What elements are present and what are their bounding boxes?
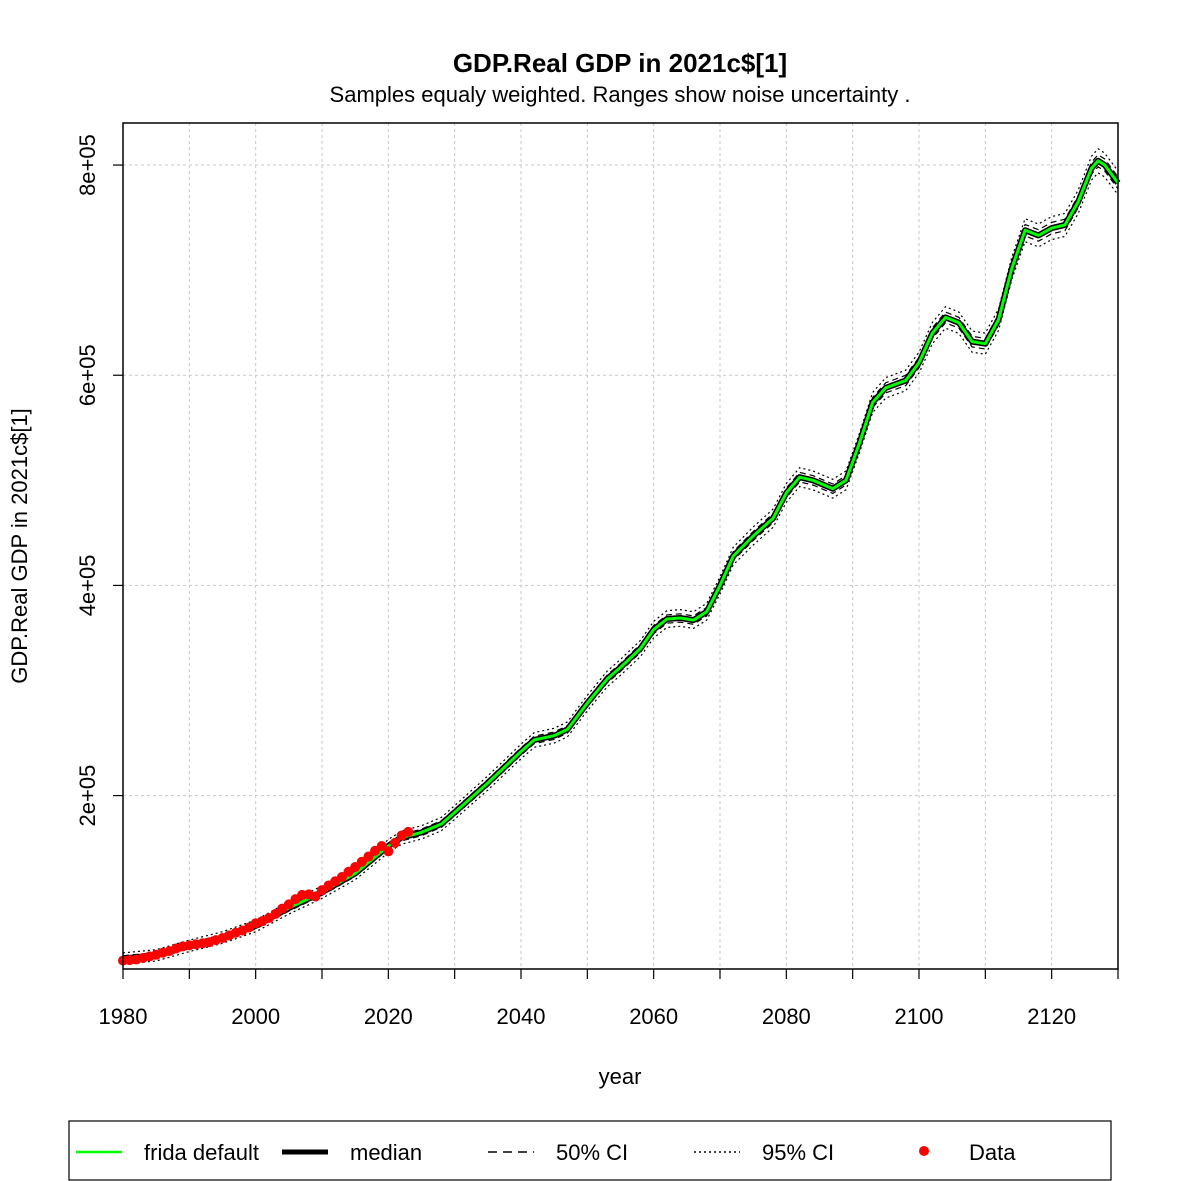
- data-point: [363, 851, 374, 862]
- x-tick-label: 2120: [1027, 1004, 1076, 1029]
- x-tick-label: 2020: [364, 1004, 413, 1029]
- y-tick-label: 6e+05: [75, 344, 100, 406]
- data-point: [383, 846, 394, 857]
- chart-title: GDP.Real GDP in 2021c$[1]: [453, 48, 787, 78]
- plot-frame: [122, 122, 1119, 970]
- legend-label: 95% CI: [762, 1140, 834, 1165]
- legend-box: [68, 1120, 1112, 1181]
- chart-subtitle: Samples equaly weighted. Ranges show noi…: [330, 82, 911, 107]
- data-point: [310, 891, 321, 902]
- y-axis: 2e+05 4e+05 6e+05 8e+05: [75, 134, 123, 826]
- y-tick-label: 2e+05: [75, 765, 100, 827]
- ci50-lower: [122, 166, 1119, 962]
- y-axis-title: GDP.Real GDP in 2021c$[1]: [7, 408, 32, 684]
- x-tick-label: 1980: [99, 1004, 148, 1029]
- ci-bands: [122, 148, 1119, 965]
- ci95-upper: [122, 148, 1119, 954]
- ci95-lower: [122, 172, 1119, 965]
- x-tick-label: 2100: [895, 1004, 944, 1029]
- x-tick-label: 2000: [231, 1004, 280, 1029]
- ci50-upper: [122, 154, 1119, 957]
- x-axis-title: year: [599, 1064, 642, 1089]
- legend-label: median: [350, 1140, 422, 1165]
- legend-label: Data: [969, 1140, 1016, 1165]
- x-axis: 1980 2000 2020 2040 2060 2080 2100 2120: [99, 969, 1119, 1029]
- y-tick-label: 4e+05: [75, 555, 100, 617]
- data-point: [403, 826, 414, 837]
- median-line: [122, 157, 1121, 962]
- y-tick-label: 8e+05: [75, 134, 100, 196]
- data-points: [118, 826, 414, 966]
- frida-default-line: [122, 159, 1120, 960]
- legend-key-data: [919, 1146, 929, 1156]
- data-point: [389, 837, 400, 848]
- x-tick-label: 2080: [762, 1004, 811, 1029]
- series-layer: [122, 157, 1121, 962]
- grid: [122, 123, 1119, 969]
- x-tick-label: 2060: [629, 1004, 678, 1029]
- legend-label: frida default: [144, 1140, 259, 1165]
- x-tick-label: 2040: [497, 1004, 546, 1029]
- legend: frida default median 50% CI 95% CI Data: [68, 1120, 1112, 1181]
- legend-label: 50% CI: [556, 1140, 628, 1165]
